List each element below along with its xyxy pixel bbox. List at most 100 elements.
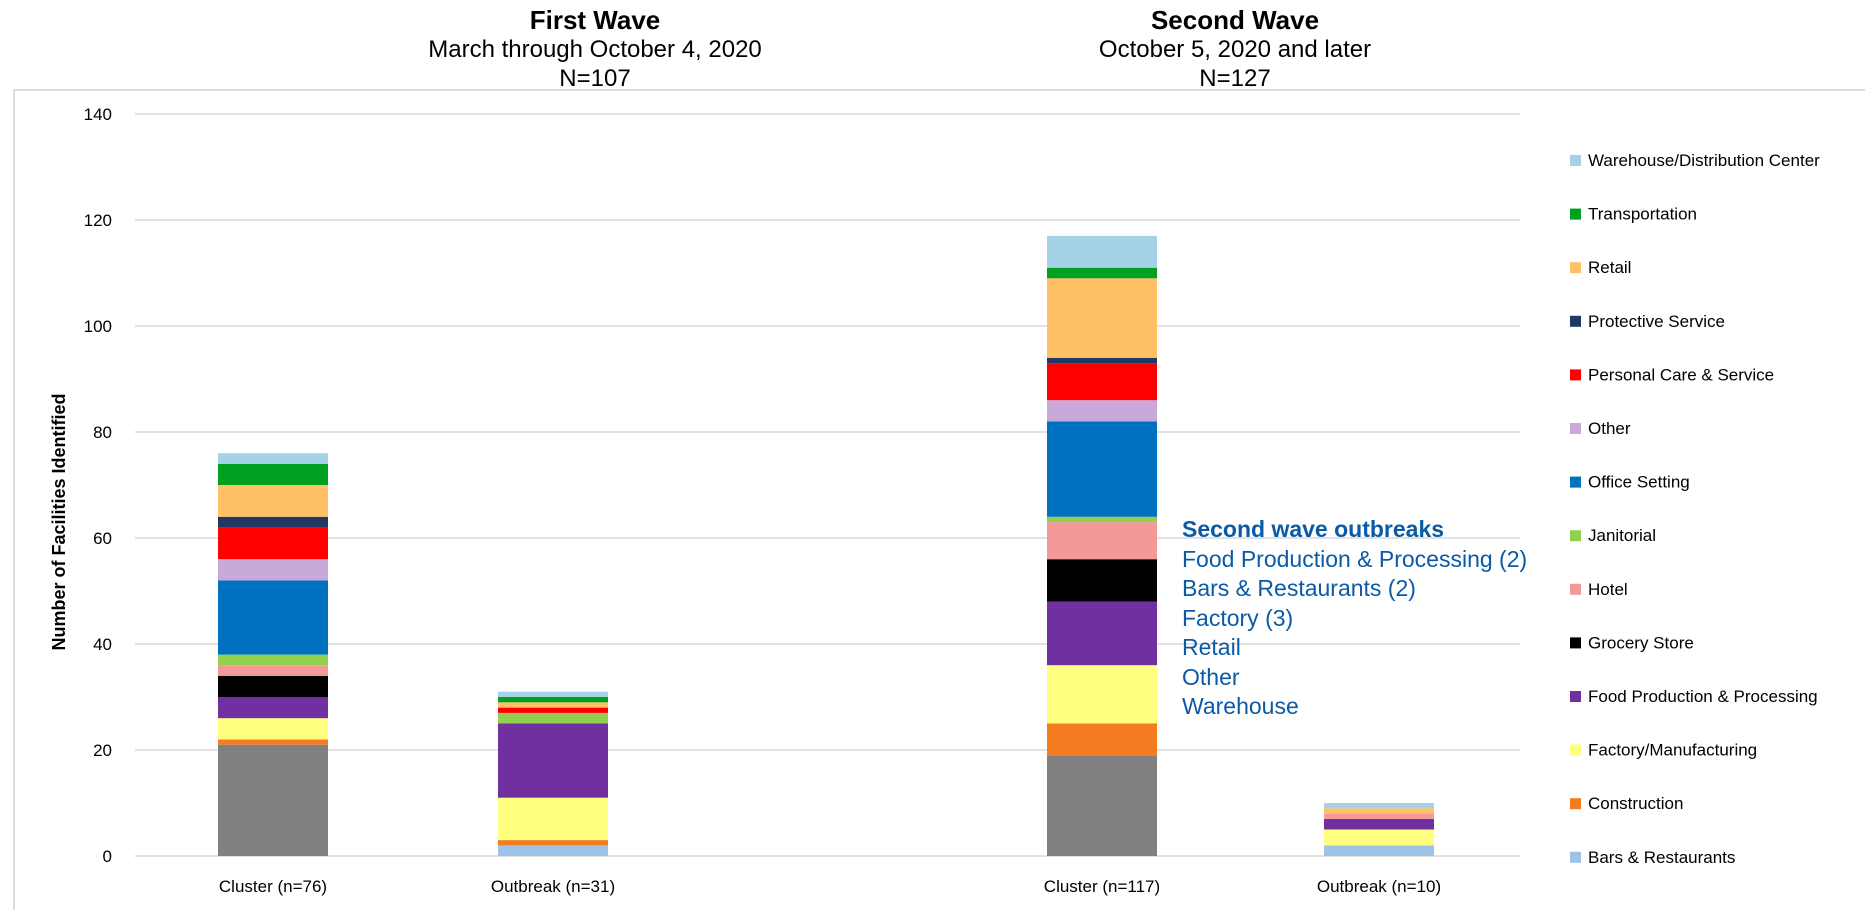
bar-segment [498, 845, 608, 856]
bar-segment [1047, 665, 1157, 724]
bar-segment [1047, 357, 1157, 364]
legend-label: Personal Care & Service [1588, 365, 1774, 384]
bar-segment [218, 739, 328, 745]
legend-label: Office Setting [1588, 473, 1690, 492]
legend-swatch [1570, 208, 1581, 220]
bar-segment [1047, 267, 1157, 279]
legend-swatch [1570, 315, 1581, 327]
annotation-line: Other [1182, 663, 1240, 690]
bar-segment [1047, 516, 1157, 523]
y-tick-label: 120 [84, 211, 112, 230]
x-tick-label: Cluster (n=76) [219, 877, 327, 896]
bar-segment [498, 702, 608, 708]
bar-segment [1324, 813, 1434, 819]
bar-segment [498, 697, 608, 703]
legend-label: Retail [1588, 258, 1631, 277]
bar-segment [218, 654, 328, 666]
second-wave-n: N=127 [1199, 65, 1271, 92]
bar-segment [1047, 601, 1157, 666]
bar-segment [218, 580, 328, 655]
legend-swatch [1570, 262, 1581, 274]
y-tick-label: 100 [84, 317, 112, 336]
bar-segment [1324, 845, 1434, 856]
bar-segment [498, 707, 608, 713]
legend-label: Hotel [1588, 580, 1628, 599]
second-wave-header: Second Wave October 5, 2020 and later N=… [885, 5, 1585, 93]
bar-segment [498, 691, 608, 697]
bar-segment [218, 697, 328, 719]
y-axis-label: Number of Facilities Identified [49, 393, 69, 650]
bar-segment [1047, 755, 1157, 856]
y-tick-label: 40 [93, 635, 112, 654]
legend-swatch [1570, 155, 1581, 166]
y-tick-label: 140 [84, 105, 112, 124]
annotation-line: Factory (3) [1182, 604, 1294, 631]
bar-segment [1047, 723, 1157, 756]
legend-label: Factory/Manufacturing [1588, 741, 1757, 760]
x-tick-label: Cluster (n=117) [1044, 877, 1160, 896]
legend-swatch [1570, 476, 1581, 488]
bar-segment [498, 723, 608, 798]
bar-segment [218, 675, 328, 697]
second-wave-title: Second Wave [1150, 5, 1320, 35]
bar-segment [498, 712, 608, 724]
legend-label: Food Production & Processing [1588, 687, 1818, 706]
bar-segment [498, 797, 608, 841]
bar-segment [1047, 559, 1157, 602]
bar-segment [1324, 808, 1434, 814]
y-tick-label: 80 [93, 423, 112, 442]
annotation-line: Warehouse [1182, 693, 1299, 719]
annotation-line: Retail [1182, 634, 1241, 660]
bar-segment [1324, 818, 1434, 830]
legend-swatch [1570, 798, 1581, 810]
x-tick-label: Outbreak (n=10) [1317, 877, 1441, 896]
legend-label: Warehouse/Distribution Center [1588, 151, 1820, 170]
annotation-title: Second wave outbreaks [1182, 516, 1445, 542]
bar-segment [1047, 363, 1157, 401]
legend-label: Protective Service [1588, 312, 1725, 331]
bar-segment [218, 665, 328, 676]
x-tick-label: Outbreak (n=31) [491, 877, 615, 896]
bar-segment [218, 485, 328, 517]
bar-segment [218, 527, 328, 560]
legend-label: Grocery Store [1588, 633, 1694, 652]
legend-swatch [1570, 423, 1581, 434]
first-wave-n: N=107 [559, 65, 631, 92]
bar-segment [1047, 278, 1157, 358]
first-wave-header: First Wave March through October 4, 2020… [245, 5, 945, 93]
legend-label: Transportation [1588, 205, 1697, 224]
bar-segment [1047, 522, 1157, 560]
legend-swatch [1570, 851, 1581, 863]
bar-segment [1047, 235, 1157, 268]
legend-swatch [1570, 637, 1581, 649]
bar-segment [218, 718, 328, 740]
legend-swatch [1570, 369, 1581, 381]
bar-segment [218, 744, 328, 856]
annotation-line: Food Production & Processing (2) [1182, 545, 1528, 572]
bar-segment [218, 559, 328, 581]
legend-swatch [1570, 583, 1581, 595]
legend-label: Bars & Restaurants [1588, 848, 1735, 867]
bar-segment [218, 453, 328, 464]
bar-segment [218, 516, 328, 528]
first-wave-subtitle: March through October 4, 2020 [428, 36, 762, 63]
bar-segment [498, 840, 608, 846]
legend-swatch [1570, 691, 1581, 702]
bar-segment [218, 463, 328, 485]
legend-label: Construction [1588, 794, 1683, 813]
second-wave-annotation: Second wave outbreaks Food Production & … [1182, 515, 1527, 722]
bar-segment [1047, 421, 1157, 517]
legend-swatch [1570, 530, 1581, 542]
y-tick-label: 0 [103, 847, 112, 866]
bar-segment [1324, 803, 1434, 809]
legend-label: Janitorial [1588, 526, 1656, 545]
annotation-line: Bars & Restaurants (2) [1182, 575, 1416, 601]
legend-swatch [1570, 744, 1581, 756]
y-tick-label: 20 [93, 741, 112, 760]
legend-label: Other [1588, 419, 1631, 438]
y-tick-label: 60 [93, 529, 112, 548]
bar-segment [1324, 829, 1434, 846]
second-wave-subtitle: October 5, 2020 and later [1098, 36, 1372, 63]
first-wave-title: First Wave [529, 5, 661, 35]
bar-segment [1047, 400, 1157, 422]
